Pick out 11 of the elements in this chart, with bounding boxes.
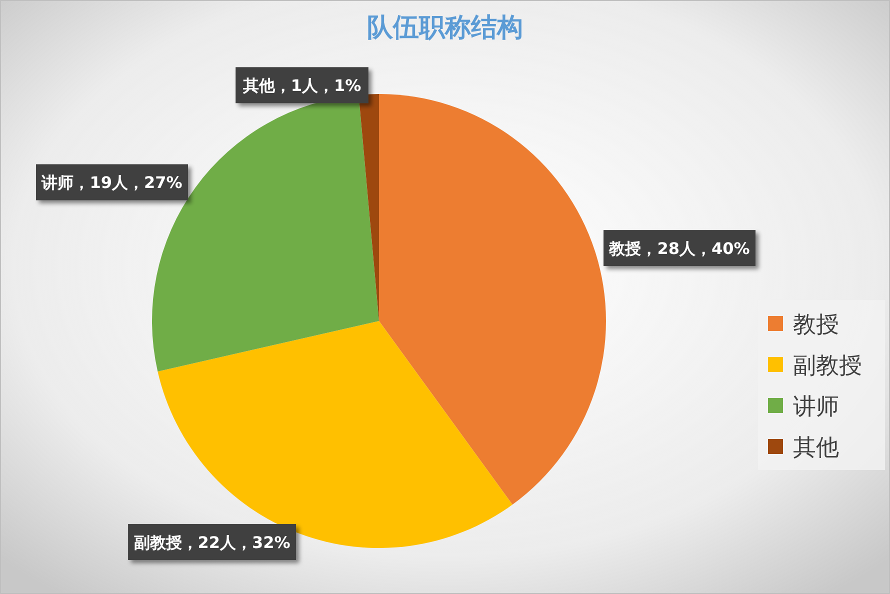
data-label: 副教授，22人，32%	[134, 533, 290, 552]
data-label: 讲师，19人，27%	[40, 173, 182, 192]
chart-title: 队伍职称结构	[367, 13, 523, 43]
data-label: 教授，28人，40%	[608, 239, 750, 258]
pie-slice	[379, 94, 606, 505]
legend-label: 讲师	[793, 394, 839, 420]
legend-label: 副教授	[793, 353, 862, 379]
legend-label: 教授	[793, 312, 839, 338]
pie-slice	[358, 94, 379, 321]
data-label: 其他，1人，1%	[242, 76, 362, 96]
legend-label: 其他	[793, 435, 839, 461]
